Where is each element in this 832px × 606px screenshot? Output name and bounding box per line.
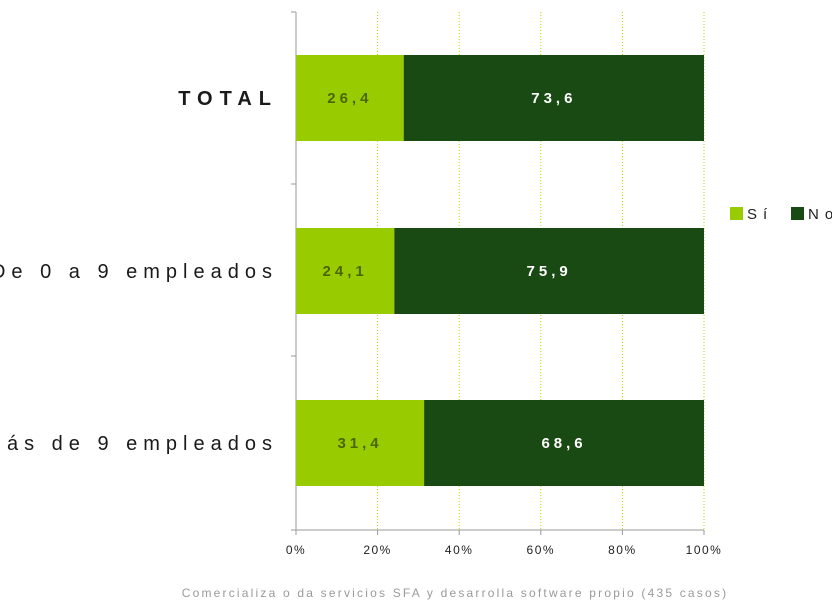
legend: Sí No	[730, 206, 832, 223]
data-label: 75,9	[527, 263, 572, 280]
x-tick-label: 60%	[527, 543, 556, 557]
x-tick-label: 100%	[686, 543, 723, 557]
category-label: De 0 a 9 empleados	[0, 261, 278, 283]
labels-layer: TOTAL De 0 a 9 empleados Más de 9 empleado…	[0, 88, 586, 455]
bar-segment	[296, 400, 425, 486]
category-label: Más de 9 empleados	[0, 433, 278, 455]
bar-segment	[394, 228, 704, 314]
bar-segment	[403, 55, 704, 141]
bar-segment	[296, 228, 395, 314]
data-label: 68,6	[541, 435, 586, 452]
legend-label: No	[808, 206, 832, 223]
data-label: 26,4	[327, 90, 372, 107]
chart-caption: Comercializa o da servicios SFA y desarr…	[182, 586, 729, 600]
bar-segment	[424, 400, 704, 486]
bar-segment	[296, 55, 404, 141]
x-tick-label: 20%	[363, 543, 392, 557]
legend-label: Sí	[747, 206, 773, 223]
category-label: TOTAL	[178, 88, 278, 110]
data-label: 24,1	[323, 263, 368, 280]
legend-swatch	[791, 207, 804, 220]
x-tick-label: 80%	[608, 543, 637, 557]
legend-swatch	[730, 207, 743, 220]
x-tick-label: 40%	[445, 543, 474, 557]
x-tick-label: 0%	[286, 543, 306, 557]
data-label: 31,4	[337, 435, 382, 452]
data-label: 73,6	[531, 90, 576, 107]
bars-layer	[296, 55, 704, 486]
